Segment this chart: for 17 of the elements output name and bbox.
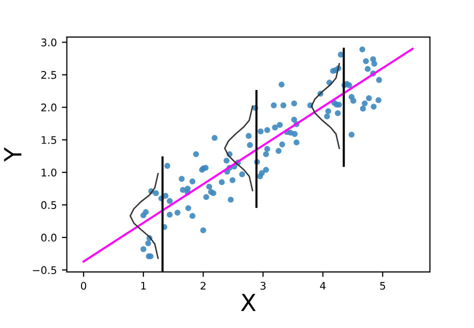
x-tick-label: 3 <box>260 282 266 290</box>
line-series <box>130 172 159 259</box>
y-tick-label: 1.5 <box>42 136 56 144</box>
y-tick-label: −0.5 <box>32 266 56 274</box>
x-tick-label: 0 <box>80 282 86 290</box>
x-tick-label: 1 <box>141 282 146 290</box>
x-tick-label: 2 <box>200 282 206 290</box>
x-tick-label: 4 <box>320 282 326 290</box>
y-tick-label: 2.5 <box>41 71 56 79</box>
x-tick-label: 5 <box>380 282 386 290</box>
y-tick-label: 2.0 <box>41 104 56 112</box>
y-axis-title: Y <box>4 147 22 162</box>
x-axis-title: X <box>240 294 256 312</box>
y-tick-label: 1.0 <box>42 168 56 176</box>
y-tick-label: 0.0 <box>41 234 56 242</box>
y-tick-label: 3.0 <box>41 38 56 46</box>
y-tick-label: 0.5 <box>41 201 56 210</box>
